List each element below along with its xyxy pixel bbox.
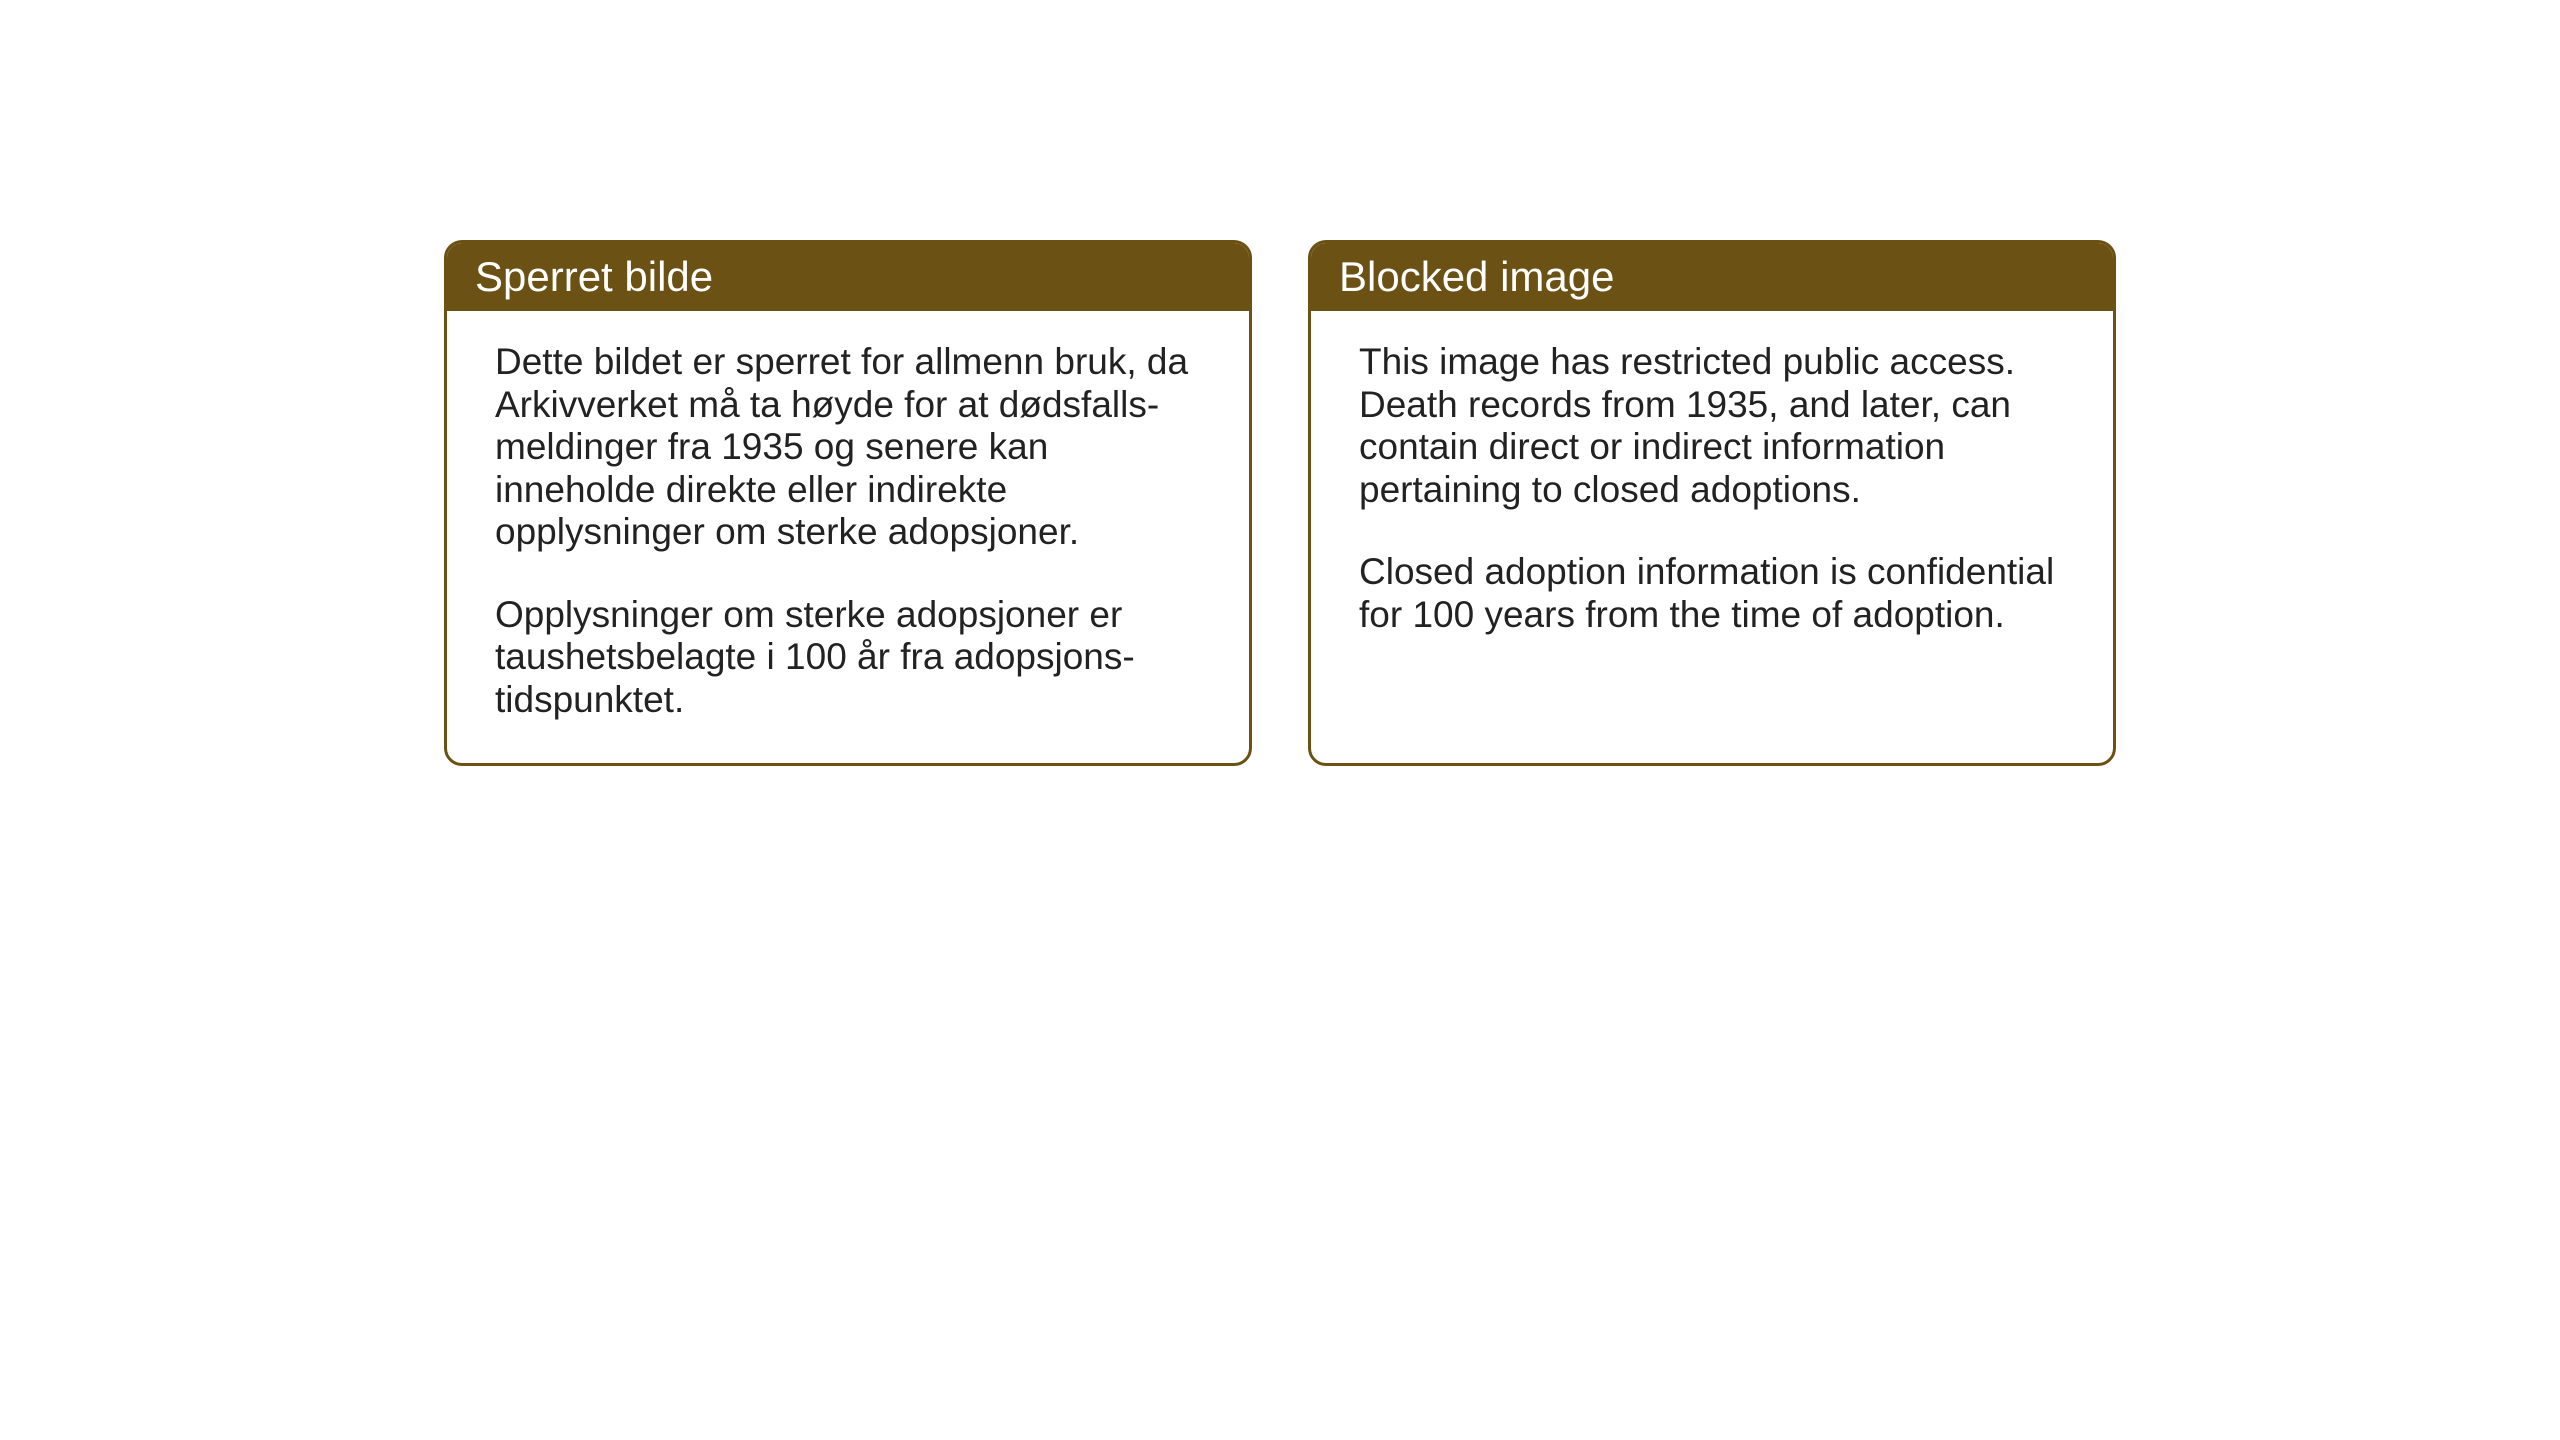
english-notice-card: Blocked image This image has restricted … xyxy=(1308,240,2116,766)
norwegian-notice-card: Sperret bilde Dette bildet er sperret fo… xyxy=(444,240,1252,766)
english-card-body: This image has restricted public access.… xyxy=(1311,311,2113,678)
norwegian-card-title: Sperret bilde xyxy=(447,243,1249,311)
norwegian-paragraph-2: Opplysninger om sterke adopsjoner er tau… xyxy=(495,594,1201,722)
norwegian-paragraph-1: Dette bildet er sperret for allmenn bruk… xyxy=(495,341,1201,554)
english-card-title: Blocked image xyxy=(1311,243,2113,311)
english-paragraph-1: This image has restricted public access.… xyxy=(1359,341,2065,511)
english-paragraph-2: Closed adoption information is confident… xyxy=(1359,551,2065,636)
notice-cards-container: Sperret bilde Dette bildet er sperret fo… xyxy=(444,240,2116,766)
norwegian-card-body: Dette bildet er sperret for allmenn bruk… xyxy=(447,311,1249,763)
